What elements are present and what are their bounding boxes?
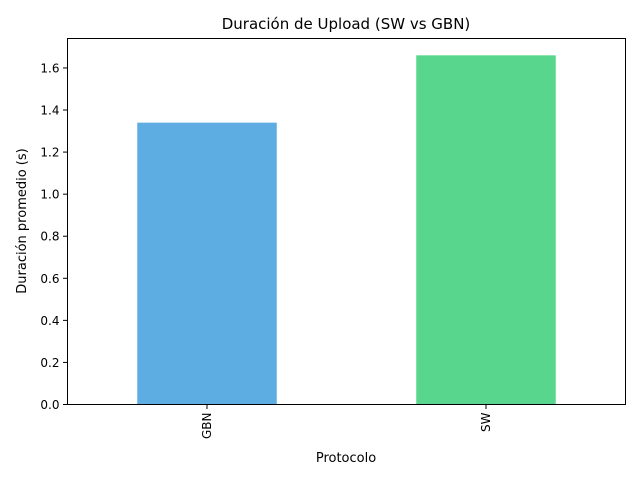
plot-frame (67, 38, 626, 405)
chart-title: Duración de Upload (SW vs GBN) (222, 15, 471, 33)
y-tick-label: 0.6 (40, 272, 59, 286)
y-tick-label: 0.0 (40, 398, 59, 412)
bars-layer (137, 55, 556, 405)
x-axis-label: Protocolo (316, 451, 376, 466)
y-tick-label: 1.4 (40, 104, 59, 118)
x-tick-label-sw: SW (479, 412, 493, 432)
y-tick-label: 1.2 (40, 146, 59, 160)
y-tick-label: 0.4 (40, 314, 59, 328)
y-tick-label: 0.2 (40, 356, 59, 370)
y-axis-label: Duración promedio (s) (15, 148, 30, 293)
y-tick-label: 0.8 (40, 230, 59, 244)
bar-gbn (137, 122, 277, 405)
y-tick-label: 1.0 (40, 188, 59, 202)
y-axis-ticks: 0.0 0.2 0.4 0.6 0.8 1.0 1.2 1.4 1.6 (40, 61, 68, 412)
y-tick-label: 1.6 (40, 61, 59, 75)
x-axis-ticks: GBN SW (200, 404, 493, 440)
bar-sw (416, 55, 556, 405)
x-tick-label-gbn: GBN (200, 413, 214, 440)
